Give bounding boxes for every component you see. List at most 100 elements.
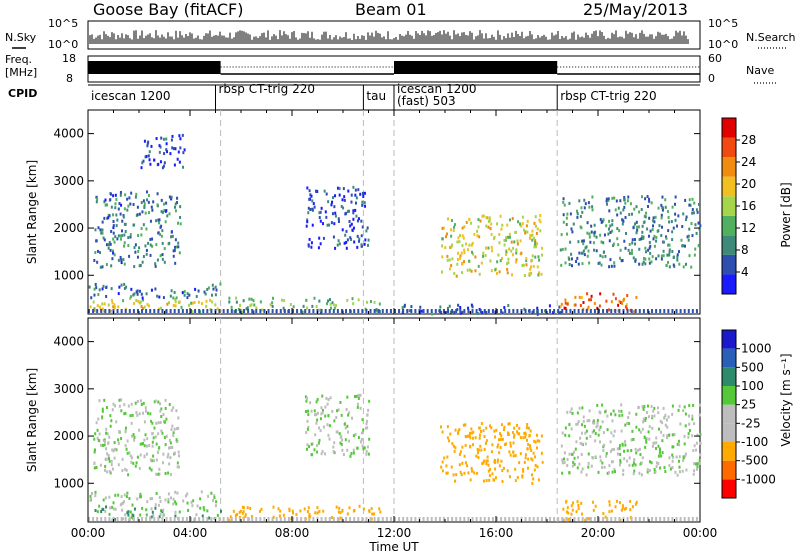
echo-cell <box>103 438 106 442</box>
echo-cell <box>333 419 336 423</box>
echo-cell <box>681 225 684 229</box>
echo-cell <box>498 232 501 236</box>
ground-echo <box>683 309 686 313</box>
echo-cell <box>470 243 473 247</box>
echo-cell <box>133 246 136 250</box>
echo-cell <box>510 240 513 244</box>
echo-cell <box>660 454 663 458</box>
echo-cell <box>696 462 699 466</box>
echo-cell <box>678 404 681 408</box>
echo-cell <box>481 311 484 315</box>
echo-cell <box>234 513 237 517</box>
echo-cell <box>588 235 591 239</box>
echo-cell <box>144 155 147 159</box>
echo-cell <box>671 249 674 253</box>
ground-echo <box>243 517 246 521</box>
ground-echo <box>385 309 388 313</box>
echo-cell <box>611 219 614 223</box>
echo-cell <box>346 430 349 434</box>
echo-cell <box>508 475 511 479</box>
echo-cell <box>540 434 543 438</box>
echo-cell <box>624 440 627 444</box>
echo-cell <box>120 203 123 207</box>
echo-cell <box>248 297 251 301</box>
echo-cell <box>506 431 509 435</box>
echo-cell <box>465 242 468 246</box>
echo-cell <box>343 422 346 426</box>
echo-cell <box>626 294 629 298</box>
echo-cell <box>650 404 653 408</box>
echo-cell <box>496 460 499 464</box>
echo-cell <box>619 460 622 464</box>
echo-cell <box>675 455 678 459</box>
echo-cell <box>113 253 116 257</box>
ground-echo <box>243 309 246 313</box>
echo-cell <box>336 409 339 413</box>
echo-cell <box>616 447 619 451</box>
echo-cell <box>125 468 128 472</box>
echo-cell <box>130 402 133 406</box>
echo-cell <box>327 414 330 418</box>
echo-cell <box>322 425 325 429</box>
echo-cell <box>530 271 533 275</box>
echo-cell <box>151 244 154 248</box>
echo-cell <box>326 402 329 406</box>
ground-echo <box>267 309 270 313</box>
echo-cell <box>335 415 338 419</box>
ground-echo <box>540 517 543 521</box>
echo-cell <box>216 513 219 517</box>
echo-cell <box>570 512 573 516</box>
ground-echo <box>585 517 588 521</box>
echo-cell <box>682 212 685 216</box>
echo-cell <box>651 414 654 418</box>
echo-cell <box>483 447 486 451</box>
echo-cell <box>480 261 483 265</box>
echo-cell <box>618 409 621 413</box>
echo-cell <box>117 441 120 445</box>
echo-cell <box>461 244 464 248</box>
echo-cell <box>505 262 508 266</box>
echo-cell <box>446 436 449 440</box>
echo-cell <box>272 515 275 519</box>
echo-cell <box>102 284 105 288</box>
echo-cell <box>179 215 182 219</box>
echo-cell <box>481 462 484 466</box>
echo-cell <box>508 235 511 239</box>
echo-cell <box>235 300 238 304</box>
echo-cell <box>525 426 528 430</box>
echo-cell <box>169 294 172 298</box>
echo-cell <box>611 470 614 474</box>
echo-cell <box>366 243 369 247</box>
echo-cell <box>112 226 115 230</box>
echo-cell <box>677 459 680 463</box>
echo-cell <box>144 433 147 437</box>
ground-echo <box>104 517 107 521</box>
echo-cell <box>157 231 160 235</box>
echo-cell <box>365 449 368 453</box>
echo-cell <box>112 249 115 253</box>
echo-cell <box>478 436 481 440</box>
echo-cell <box>678 455 681 459</box>
echo-cell <box>601 461 604 465</box>
echo-cell <box>482 254 485 258</box>
echo-cell <box>695 441 698 445</box>
echo-cell <box>698 403 701 407</box>
echo-cell <box>121 457 124 461</box>
echo-cell <box>99 443 102 447</box>
echo-cell <box>648 216 651 220</box>
echo-cell <box>245 307 248 311</box>
echo-cell <box>644 215 647 219</box>
echo-cell <box>97 439 100 443</box>
echo-cell <box>472 443 475 447</box>
cpid-mode-label: (fast) 503 <box>397 94 456 108</box>
echo-cell <box>126 511 129 515</box>
ground-echo <box>357 517 360 521</box>
echo-cell <box>646 227 649 231</box>
echo-cell <box>165 201 168 205</box>
colorbar-tick-label: 8 <box>741 243 749 257</box>
ground-echo <box>283 309 286 313</box>
echo-cell <box>458 463 461 467</box>
echo-cell <box>641 224 644 228</box>
echo-cell <box>667 415 670 419</box>
